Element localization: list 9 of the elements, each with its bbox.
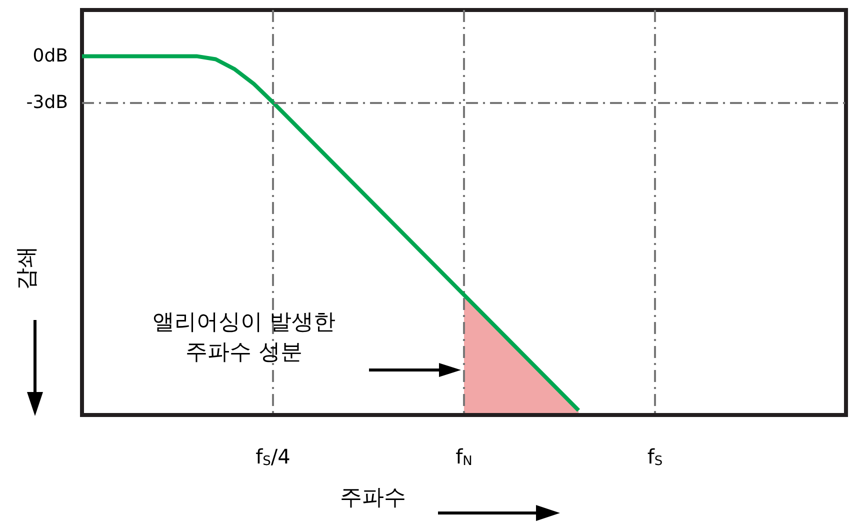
x-axis-title: 주파수	[340, 486, 406, 510]
y-tick-label: -3dB	[26, 92, 68, 113]
line-series	[80, 54, 581, 412]
x-tick-label: fS/4	[256, 444, 290, 469]
x-tick-label: fN	[456, 444, 472, 469]
y-tick-label: 0dB	[32, 46, 68, 67]
y-axis-title: 감쇄	[14, 246, 40, 290]
x-tick-label: fS	[647, 444, 663, 469]
annotation: 앨리어싱이 발생한 주파수 성분	[152, 308, 336, 367]
